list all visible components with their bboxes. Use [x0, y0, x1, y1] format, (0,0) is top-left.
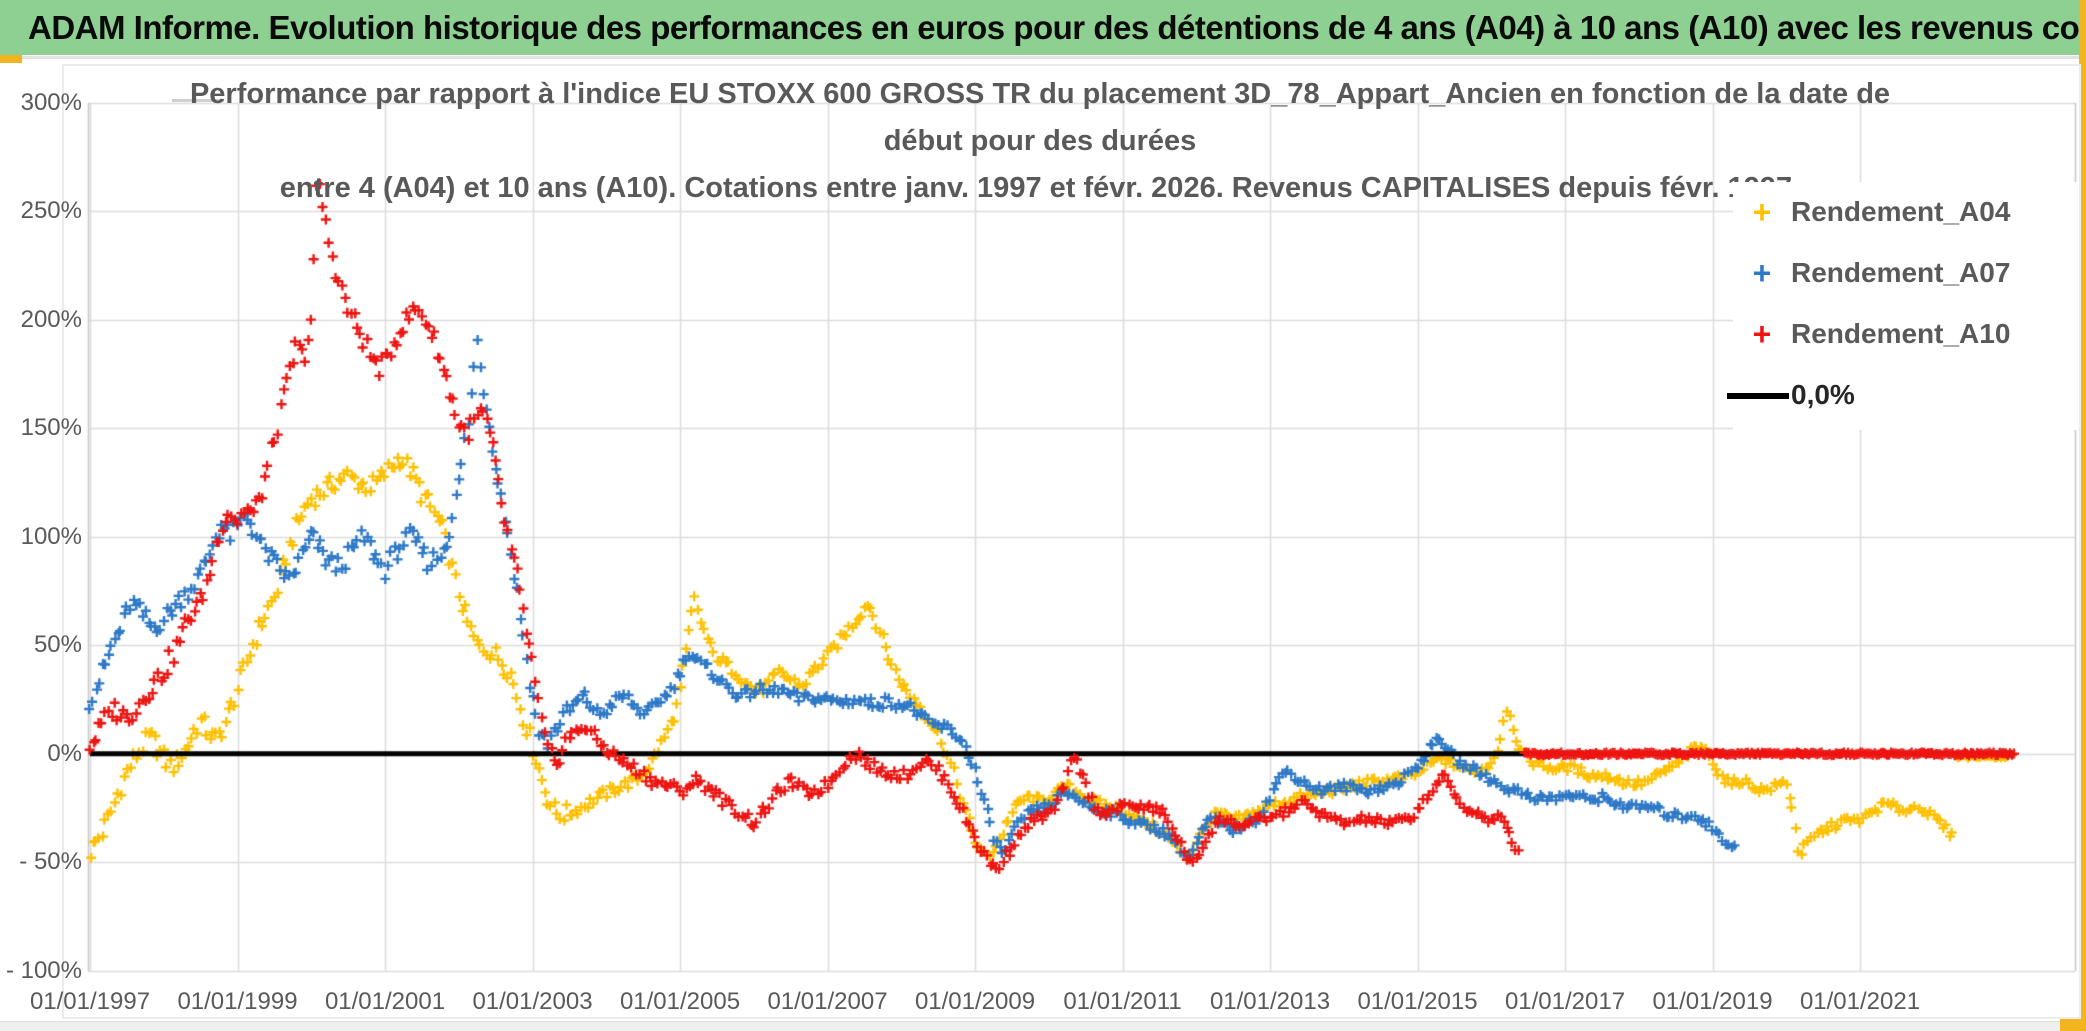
y-axis-label: 50% — [33, 631, 82, 659]
y-axis-label: 150% — [20, 414, 82, 442]
legend: + Rendement_A04 + Rendement_A07 + Rendement_A… — [1727, 182, 2077, 430]
legend-item: + Rendement_A10 — [1733, 304, 2077, 364]
y-axis-label: 0% — [47, 739, 82, 767]
legend-label: 0,0% — [1791, 379, 1855, 410]
x-axis-label: 01/01/2003 — [472, 988, 593, 1015]
plus-marker-glyph: + — [1752, 315, 1772, 352]
x-axis-label: 01/01/1997 — [29, 988, 151, 1015]
zero-line-icon — [1727, 386, 1791, 404]
x-axis-label: 01/01/2011 — [1063, 988, 1182, 1015]
y-axis-label: - 100% — [5, 956, 82, 984]
y-axis-label: 300% — [20, 88, 82, 116]
plus-marker-icon: + — [1733, 315, 1791, 352]
legend-label: Rendement_A04 — [1791, 196, 2011, 227]
zero-line-swatch — [1727, 393, 1789, 399]
legend-label: Rendement_A07 — [1791, 257, 2011, 288]
x-axis-label: 01/01/2005 — [619, 988, 741, 1015]
chart-title-dash — [172, 99, 224, 102]
x-axis-label: 01/01/2013 — [1209, 988, 1331, 1015]
y-axis-label: 100% — [20, 522, 82, 550]
plus-marker-glyph: + — [1752, 193, 1772, 230]
plus-marker-glyph: + — [1752, 254, 1772, 291]
y-axis-label: 200% — [20, 305, 82, 333]
y-axis-label: 250% — [20, 197, 82, 225]
x-axis-label: 01/01/2017 — [1504, 988, 1626, 1015]
x-axis-label: 01/01/1999 — [177, 988, 298, 1015]
x-axis-label: 01/01/2021 — [1799, 988, 1921, 1015]
plus-marker-icon: + — [1733, 254, 1791, 291]
x-axis-label: 01/01/2019 — [1652, 988, 1773, 1015]
plus-marker-icon: + — [1733, 193, 1791, 230]
legend-item: + Rendement_A07 — [1733, 243, 2077, 303]
legend-label: Rendement_A10 — [1791, 318, 2011, 349]
legend-item: + Rendement_A04 — [1733, 182, 2077, 242]
chart-title-line2: entre 4 (A04) et 10 ans (A10). Cotations… — [279, 172, 1801, 204]
legend-item: 0,0% — [1727, 365, 2077, 425]
chart-title-line1: Performance par rapport à l'indice EU ST… — [189, 78, 1891, 157]
x-axis-label: 01/01/2001 — [324, 988, 446, 1015]
x-axis-label: 01/01/2009 — [914, 988, 1036, 1015]
chart-title: Performance par rapport à l'indice EU ST… — [170, 71, 1910, 212]
x-axis-label: 01/01/2007 — [767, 988, 888, 1015]
x-axis-label: 01/01/2015 — [1357, 988, 1478, 1015]
y-axis-label: - 50% — [19, 848, 82, 876]
